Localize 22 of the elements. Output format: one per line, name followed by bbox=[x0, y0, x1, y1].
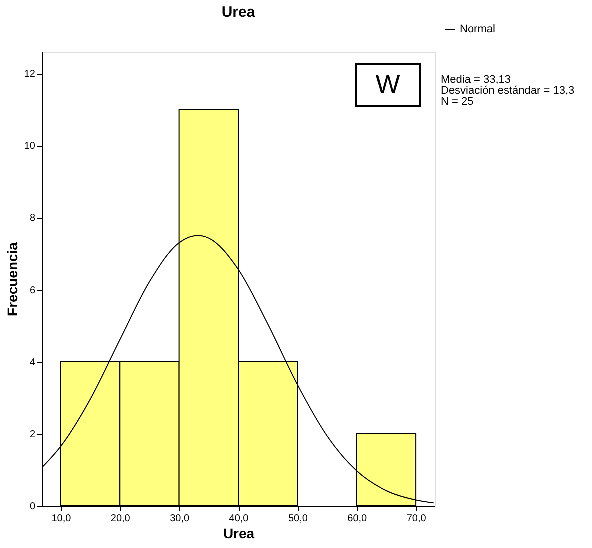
x-tick-label: 10,0 bbox=[52, 514, 72, 524]
text: Desviación estándar = 13,3 bbox=[441, 85, 575, 97]
annotation: W bbox=[376, 69, 401, 99]
legend-label: Normal bbox=[460, 24, 496, 36]
y-tick-label: 12 bbox=[24, 69, 36, 80]
y-tick-label: 0 bbox=[30, 502, 36, 512]
y-tick-label: 8 bbox=[30, 213, 36, 224]
x-tick-label: 50,0 bbox=[288, 514, 308, 524]
x-axis-title: Urea bbox=[223, 526, 255, 542]
y-tick-label: 6 bbox=[30, 285, 36, 296]
text: N = 25 bbox=[441, 96, 474, 108]
text: Media = 33,13 bbox=[441, 74, 512, 86]
x-tick-label: 20,0 bbox=[110, 514, 131, 524]
y-tick-label: 10 bbox=[24, 141, 36, 152]
x-tick-label: 60,0 bbox=[348, 514, 368, 524]
x-tick-label: 40,0 bbox=[229, 514, 250, 524]
chart-title: Urea bbox=[222, 4, 256, 21]
y-axis-title: Frecuencia bbox=[4, 242, 20, 316]
x-tick-label: 70,0 bbox=[406, 514, 427, 524]
y-tick-label: 2 bbox=[30, 429, 36, 440]
y-tick-label: 4 bbox=[30, 357, 36, 368]
x-tick-label: 30,0 bbox=[170, 514, 190, 524]
